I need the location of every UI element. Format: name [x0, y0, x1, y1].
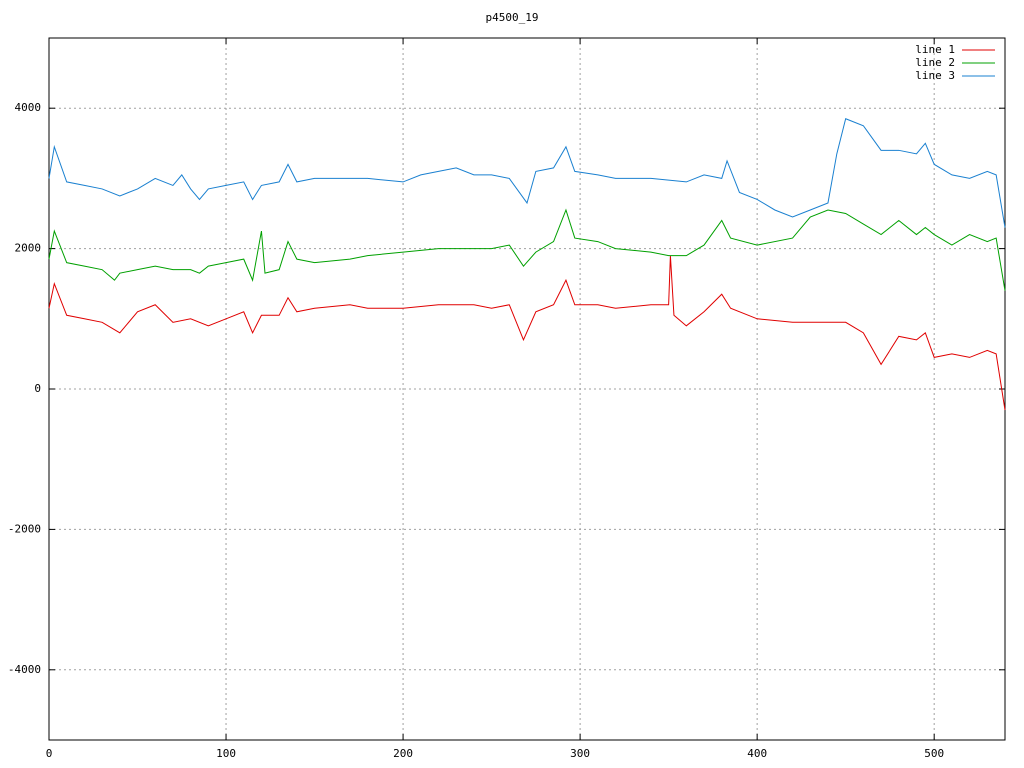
y-tick-label: 2000 [15, 242, 42, 255]
plot-frame [48, 37, 1006, 741]
chart-title: p4500_19 [486, 11, 539, 24]
y-tick-label: -4000 [8, 663, 41, 676]
x-tick-label: 100 [216, 747, 236, 760]
legend-label: line 2 [915, 56, 955, 69]
data-line [48, 255, 1006, 411]
x-tick-label: 500 [924, 747, 944, 760]
x-tick-label: 400 [747, 747, 767, 760]
y-tick-label: 4000 [15, 101, 42, 114]
x-tick-label: 0 [46, 747, 53, 760]
legend-label: line 1 [915, 43, 955, 56]
x-tick-label: 200 [393, 747, 413, 760]
data-line [48, 208, 1006, 291]
y-tick-label: -2000 [8, 522, 41, 535]
x-tick-label: 300 [570, 747, 590, 760]
y-tick-label: 0 [34, 382, 41, 395]
legend-label: line 3 [915, 69, 955, 82]
data-line [48, 118, 1006, 228]
